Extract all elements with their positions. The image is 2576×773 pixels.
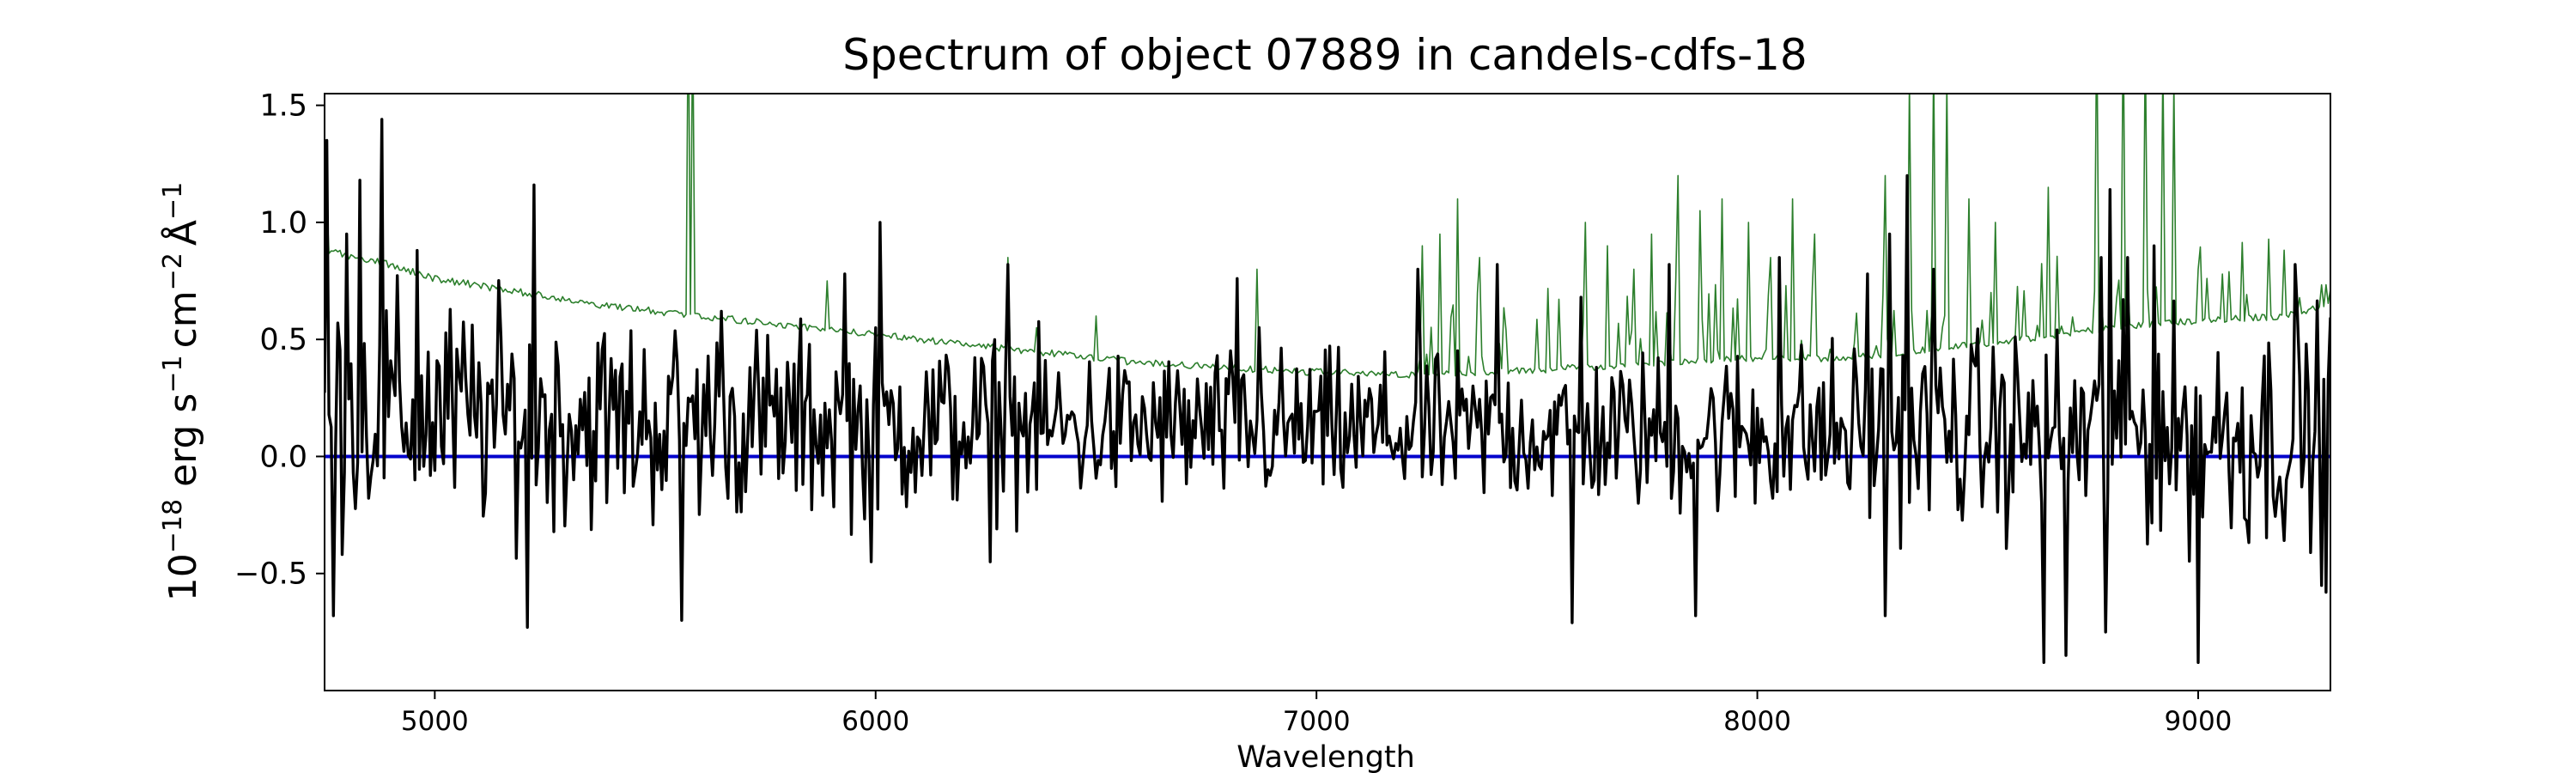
flux-spectrum-line [325,118,2330,664]
plot-area [325,94,2330,664]
y-tick-label: 1.5 [259,89,307,124]
x-tick-label: 6000 [841,706,909,737]
x-axis-label: Wavelength [1236,740,1415,773]
x-tick-label: 5000 [401,706,469,737]
y-axis: −0.5 0.0 0.5 1.0 1.5 [234,89,325,592]
chart-title: Spectrum of object 07889 in candels-cdfs… [842,30,1807,80]
y-axis-label: 10−18ergs−1cm−2Å−1 [158,182,206,601]
x-tick-label: 7000 [1283,706,1351,737]
y-axis-label-cm: cm [161,290,205,348]
y-axis-label-s-exponent: −1 [158,355,188,393]
y-tick-label: −0.5 [234,557,307,592]
y-axis-label-angstrom: Å [160,220,205,246]
y-axis-label-s: s [161,393,205,413]
x-tick-label: 9000 [2165,706,2233,737]
uncertainty-spectrum-line [325,94,2330,379]
y-axis-label-cm-exponent: −2 [158,253,188,290]
y-axis-label-prefix: 10 [161,553,205,601]
y-tick-label: 0.0 [259,440,307,474]
x-tick-label: 8000 [1723,706,1791,737]
y-axis-label-prefix-exponent: −18 [158,499,188,553]
plot-frame [324,93,2331,691]
y-axis-label-angstrom-exponent: −1 [158,182,188,220]
y-axis-label-erg: erg [161,425,205,487]
x-axis: 5000 6000 7000 8000 9000 [401,691,2233,737]
y-tick-label: 1.0 [259,206,307,240]
y-tick-label: 0.5 [259,323,307,357]
